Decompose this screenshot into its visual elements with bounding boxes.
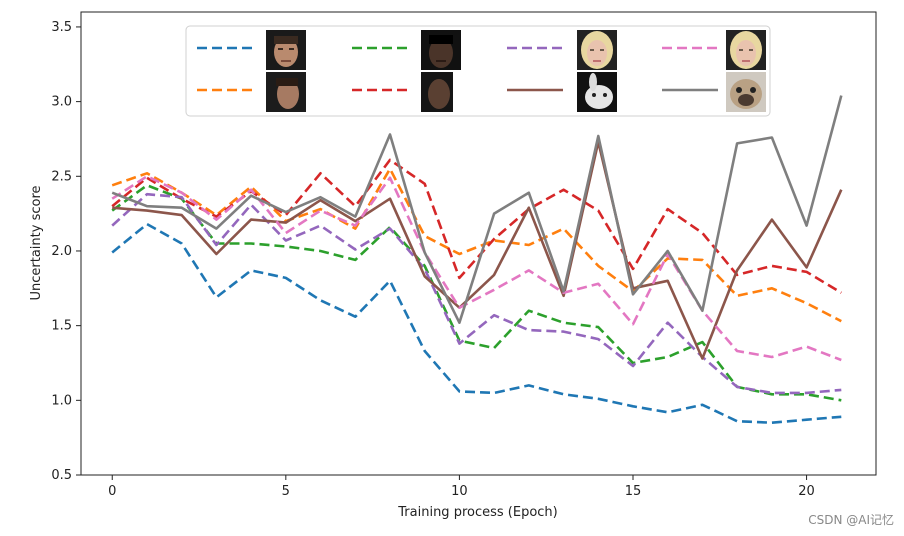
legend-thumbnail-5 xyxy=(577,30,617,70)
y-axis: 0.5 1.0 1.5 2.0 2.5 3.0 3.5 xyxy=(51,20,81,483)
series-line-dog xyxy=(111,95,843,325)
legend-thumbnail-6 xyxy=(577,72,617,112)
y-tick-label: 3.5 xyxy=(51,20,72,35)
series-line-face-2 xyxy=(111,167,842,323)
legend-thumbnail-4 xyxy=(421,72,461,112)
y-tick-label: 3.0 xyxy=(51,95,72,110)
legend-thumbnail-3 xyxy=(421,30,461,70)
y-tick-label: 1.0 xyxy=(51,393,72,408)
legend-thumbnail-8 xyxy=(726,72,766,112)
x-axis-label: Training process (Epoch) xyxy=(397,505,557,520)
x-tick-label: 10 xyxy=(451,484,468,499)
series-group xyxy=(111,95,843,425)
series-line-face-5 xyxy=(111,192,842,395)
y-tick-label: 1.5 xyxy=(51,319,72,334)
x-tick-label: 15 xyxy=(625,484,642,499)
legend xyxy=(185,25,771,117)
legend-frame xyxy=(185,25,771,117)
series-line-face-1 xyxy=(111,222,842,425)
series-line-face-3 xyxy=(111,184,842,402)
y-tick-label: 2.5 xyxy=(51,169,72,184)
legend-thumbnail-7 xyxy=(726,30,766,70)
legend-thumbnail-1 xyxy=(266,30,306,70)
series-line-face-7 xyxy=(111,175,842,362)
y-tick-label: 2.0 xyxy=(51,244,72,259)
y-axis-label: Uncertainty score xyxy=(29,185,44,300)
x-tick-label: 0 xyxy=(108,484,116,499)
legend-thumbnail-2 xyxy=(266,72,306,112)
series-line-face-6 xyxy=(112,140,843,360)
x-axis: 0 5 10 15 20 xyxy=(108,475,815,499)
y-tick-label: 0.5 xyxy=(51,468,72,483)
watermark: CSDN @AI记忆 xyxy=(808,513,894,527)
x-tick-label: 20 xyxy=(798,484,815,499)
x-tick-label: 5 xyxy=(282,484,290,499)
